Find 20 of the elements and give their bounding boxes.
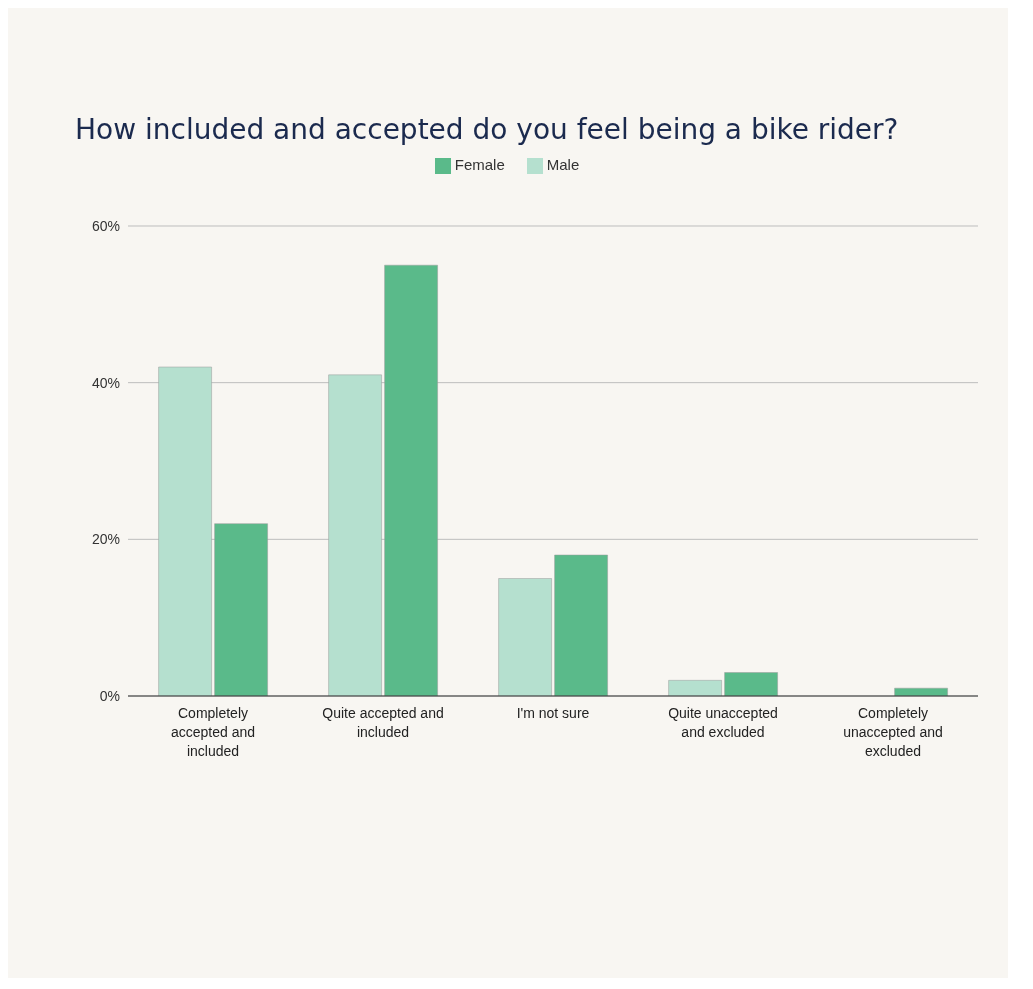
- x-tick-label: Quite accepted and included: [322, 705, 444, 740]
- y-tick-label: 60%: [91, 217, 120, 234]
- bar: [158, 366, 212, 696]
- y-tick-label: 40%: [91, 374, 120, 391]
- bar: [384, 264, 438, 696]
- y-tick-label: 0%: [99, 687, 120, 704]
- x-tick-label: Completely unaccepted and excluded: [843, 705, 943, 759]
- bar: [668, 680, 722, 696]
- bar: [214, 523, 268, 696]
- y-tick-label: 20%: [91, 531, 120, 548]
- x-tick-label: Completely accepted and included: [170, 705, 256, 759]
- bar: [498, 578, 552, 696]
- x-tick-label: I'm not sure: [516, 705, 590, 721]
- legend-label: Male: [546, 156, 580, 173]
- bar: [724, 672, 778, 696]
- legend-label: Female: [454, 156, 505, 173]
- bar: [328, 374, 382, 696]
- chart-title: How included and accepted do you feel being a bike rider?: [75, 113, 900, 146]
- x-tick-label: Quite unaccepted and excluded: [668, 705, 778, 740]
- bar: [554, 554, 608, 696]
